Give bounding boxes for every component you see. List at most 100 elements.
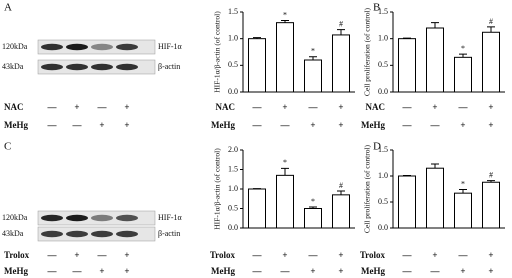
sign: +	[282, 102, 287, 112]
row-name: MeHg	[361, 266, 385, 276]
y-tick-label: 1.0	[378, 171, 388, 180]
blot-band	[116, 230, 138, 238]
y-axis-title: HIF-1α/β-actin (of control)	[213, 11, 222, 93]
sign: —	[430, 266, 441, 276]
sign: —	[252, 120, 263, 130]
blot-band	[41, 230, 63, 238]
bar	[454, 56, 472, 93]
bar	[276, 22, 294, 93]
bar	[304, 59, 322, 93]
y-tick-label: 0.5	[228, 203, 238, 212]
blot-band	[66, 214, 88, 222]
y-tick-label: 0.0	[228, 87, 238, 96]
error-bar	[459, 53, 467, 58]
error-bar	[337, 190, 345, 195]
blot-band	[41, 214, 63, 222]
annotation: #	[339, 19, 343, 28]
y-tick-label: 2.0	[228, 145, 238, 154]
y-tick-label: 0.5	[378, 60, 388, 69]
sign: —	[458, 250, 469, 260]
sign: —	[47, 266, 58, 276]
blot-band	[116, 43, 138, 51]
blot-band	[116, 214, 138, 222]
error-bar	[403, 37, 411, 39]
y-tick-label: 0.5	[378, 197, 388, 206]
y-tick-label: 1.0	[378, 33, 388, 42]
sign: —	[97, 250, 108, 260]
sign: +	[124, 120, 129, 130]
sign: +	[310, 266, 315, 276]
bar	[482, 31, 500, 93]
panel-label: B	[373, 2, 380, 14]
sign: +	[488, 102, 493, 112]
size-label: 120kDa	[2, 213, 28, 222]
sign: +	[338, 120, 343, 130]
sign: +	[432, 250, 437, 260]
panel-label: C	[4, 141, 11, 153]
error-bar	[431, 163, 439, 169]
sign: +	[460, 120, 465, 130]
bar	[332, 34, 350, 93]
y-axis-title: Cell proliferation (of control)	[363, 7, 372, 96]
blot-strip	[37, 39, 156, 55]
row-name: MeHg	[4, 120, 28, 130]
annotation: *	[311, 197, 315, 206]
sign: —	[252, 102, 263, 112]
bar	[248, 188, 266, 229]
y-tick-label: 1.0	[228, 33, 238, 42]
row-name: Trolox	[4, 250, 30, 260]
error-bar	[487, 26, 495, 33]
bar	[276, 174, 294, 229]
error-bar	[309, 206, 317, 209]
sign: +	[338, 266, 343, 276]
row-name: MeHg	[211, 120, 235, 130]
row-name: Trolox	[210, 250, 236, 260]
sign: +	[488, 120, 493, 130]
bar	[398, 175, 416, 229]
error-bar	[309, 56, 317, 60]
annotation: *	[283, 10, 287, 19]
bar	[426, 27, 444, 93]
sign: —	[402, 266, 413, 276]
sign: +	[460, 266, 465, 276]
annotation: #	[489, 17, 493, 26]
sign: +	[99, 266, 104, 276]
sign: —	[458, 102, 469, 112]
protein-label: HIF-1α	[158, 213, 183, 222]
protein-label: β-actin	[158, 229, 180, 238]
sign: —	[280, 120, 291, 130]
sign: +	[310, 120, 315, 130]
bar	[304, 208, 322, 229]
size-label: 120kDa	[2, 42, 28, 51]
sign: —	[252, 266, 263, 276]
sign: —	[402, 120, 413, 130]
sign: —	[280, 266, 291, 276]
bar	[454, 192, 472, 229]
protein-label: β-actin	[158, 62, 180, 71]
sign: —	[72, 266, 83, 276]
blot-band	[91, 63, 113, 71]
row-name: MeHg	[4, 266, 28, 276]
sign: +	[338, 102, 343, 112]
sign: —	[252, 250, 263, 260]
error-bar	[459, 189, 467, 194]
error-bar	[281, 20, 289, 23]
blot-band	[116, 63, 138, 71]
panel-label: A	[4, 2, 12, 14]
y-axis-title: HIF-1α/β-actin (of control)	[213, 148, 222, 230]
sign: —	[47, 120, 58, 130]
row-name: NAC	[216, 102, 236, 112]
annotation: *	[283, 158, 287, 167]
blot-band	[41, 43, 63, 51]
bar	[482, 181, 500, 229]
bar	[398, 38, 416, 93]
row-name: MeHg	[361, 120, 385, 130]
sign: +	[74, 250, 79, 260]
bar	[332, 194, 350, 229]
sign: —	[47, 250, 58, 260]
sign: +	[488, 266, 493, 276]
sign: +	[488, 250, 493, 260]
error-bar	[431, 22, 439, 28]
sign: —	[402, 102, 413, 112]
row-name: NAC	[366, 102, 386, 112]
